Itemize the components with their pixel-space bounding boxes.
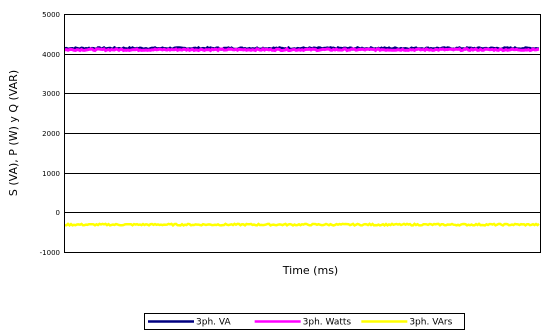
- y-tick-label: 2000: [42, 130, 60, 138]
- y-tick-label: -1000: [40, 249, 60, 257]
- legend-label: 3ph. VArs: [409, 318, 452, 328]
- x-axis-label: Time (ms): [282, 264, 338, 277]
- legend: 3ph. VA 3ph. Watts 3ph. VArs: [144, 313, 465, 330]
- series-line-2: [64, 46, 540, 53]
- y-axis-label: S (VA), P (W) y Q (VAR): [7, 70, 20, 196]
- legend-label: 3ph. Watts: [303, 318, 352, 328]
- y-tick-label: 5000: [42, 11, 60, 19]
- y-tick-labels: 5000 4000 3000 2000 1000 0 -1000: [40, 11, 60, 257]
- y-tick-label: 3000: [42, 90, 60, 98]
- legend-label: 3ph. VA: [196, 318, 231, 328]
- y-tick-label: 1000: [42, 170, 60, 178]
- legend-box: [144, 313, 465, 330]
- y-tick-label: 4000: [42, 51, 60, 59]
- series-line-3: [64, 222, 540, 228]
- gridlines: [64, 54, 541, 213]
- y-tick-label: 0: [56, 209, 60, 217]
- series-layer: [64, 45, 540, 228]
